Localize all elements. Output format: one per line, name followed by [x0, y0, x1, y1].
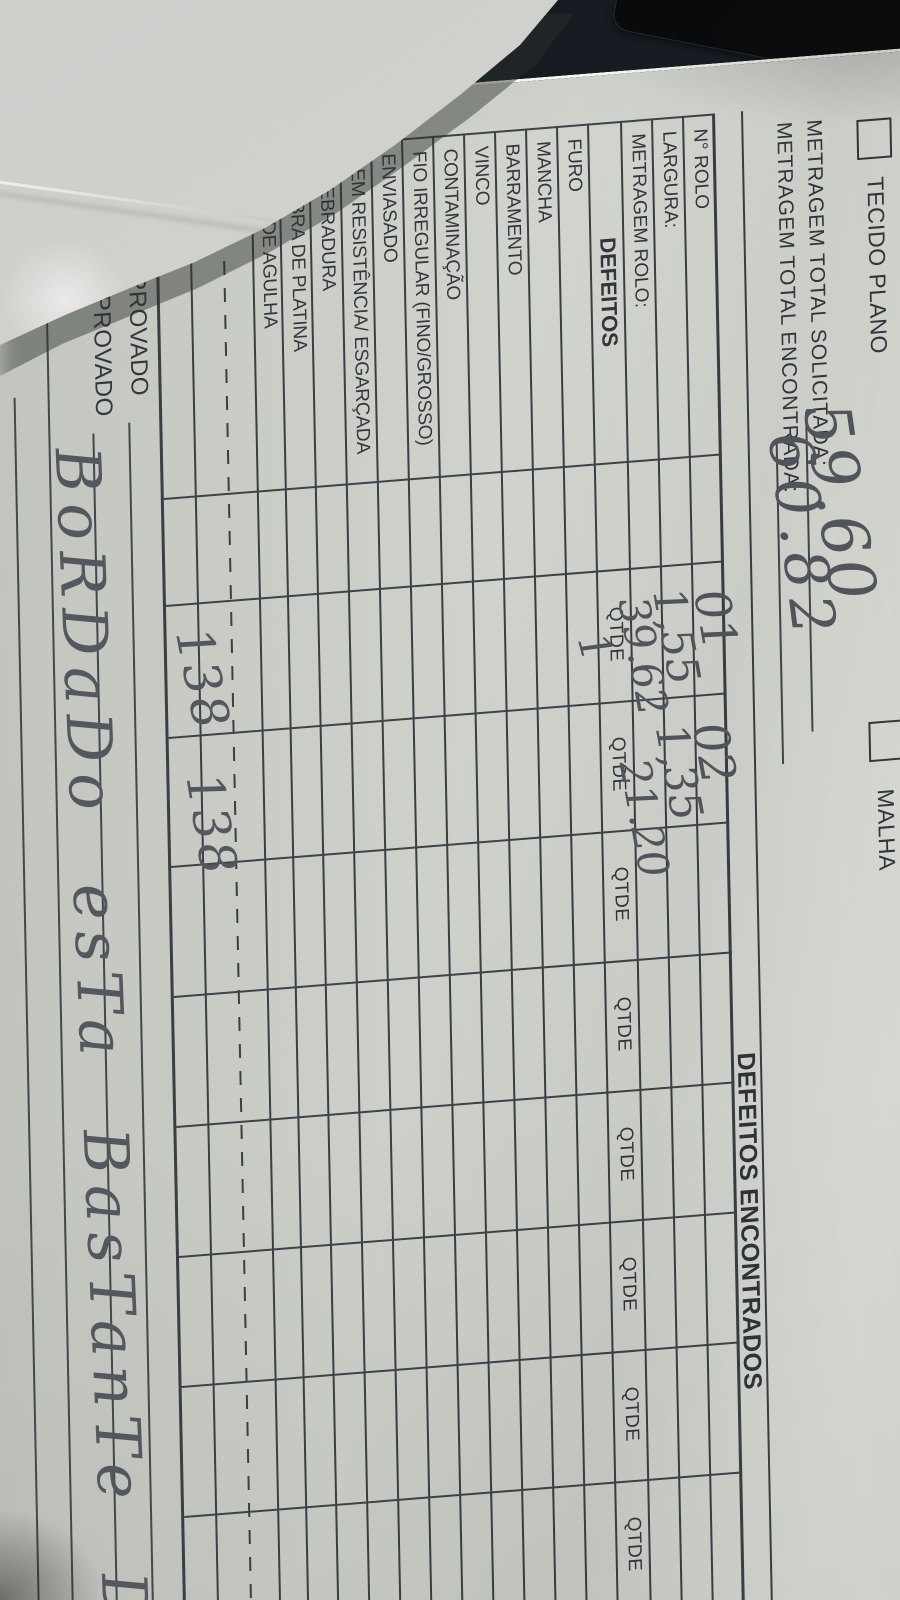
defect-row-label: VINCO: [470, 145, 493, 207]
table-row-line: [494, 130, 531, 1600]
defect-row-label: FURO: [563, 137, 586, 193]
table-column-line: [173, 951, 732, 998]
defect-row-label: CONTAMINAÇÃO: [439, 147, 464, 301]
table-column-line: [184, 1471, 743, 1518]
table-column-line: [176, 1081, 735, 1128]
qtde-header: QTDE: [620, 1385, 643, 1443]
table-column-line: [178, 1211, 737, 1258]
qtde-header: QTDE: [612, 995, 635, 1053]
table-row-line: [278, 148, 315, 1600]
malha-checkbox: [868, 719, 900, 763]
table-column-line: [181, 1341, 740, 1388]
qtde-header: QTDE: [615, 1125, 638, 1183]
tecido-plano-label: TECIDO PLANO: [862, 175, 893, 355]
defect-row-label: BARRAMENTO: [501, 142, 525, 277]
table-row-line: [556, 125, 593, 1600]
table-row-line: [525, 128, 562, 1600]
qtde-header: QTDE: [622, 1515, 645, 1573]
qtde-header: QTDE: [617, 1255, 640, 1313]
total-roll2-handwritten: 138: [174, 767, 249, 883]
info-row-label: N° ROLO: [689, 127, 712, 210]
table-row-line: [308, 145, 345, 1600]
info-row-label: METRAGEM ROLO:: [627, 132, 652, 309]
table-column-line: [163, 453, 722, 500]
malha-label: MALHA: [872, 787, 900, 872]
info-row-label: LARGURA:: [658, 130, 682, 230]
table-row-line: [682, 115, 719, 1600]
table-row-line: [250, 150, 287, 1600]
tecido-plano-checkbox: [856, 117, 893, 161]
table-row-line: [463, 133, 500, 1600]
defeitos-header: DEFEITOS: [595, 236, 623, 348]
defect-row-label: FIO IRREGULAR (FINO/GROSSO): [408, 150, 436, 447]
defect-row-label: MANCHA: [532, 140, 555, 224]
